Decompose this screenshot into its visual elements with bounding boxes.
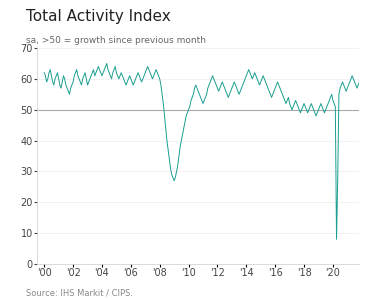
Text: sa, >50 = growth since previous month: sa, >50 = growth since previous month bbox=[26, 36, 206, 45]
Text: Source: IHS Markit / CIPS.: Source: IHS Markit / CIPS. bbox=[26, 288, 133, 297]
Text: Total Activity Index: Total Activity Index bbox=[26, 9, 171, 24]
